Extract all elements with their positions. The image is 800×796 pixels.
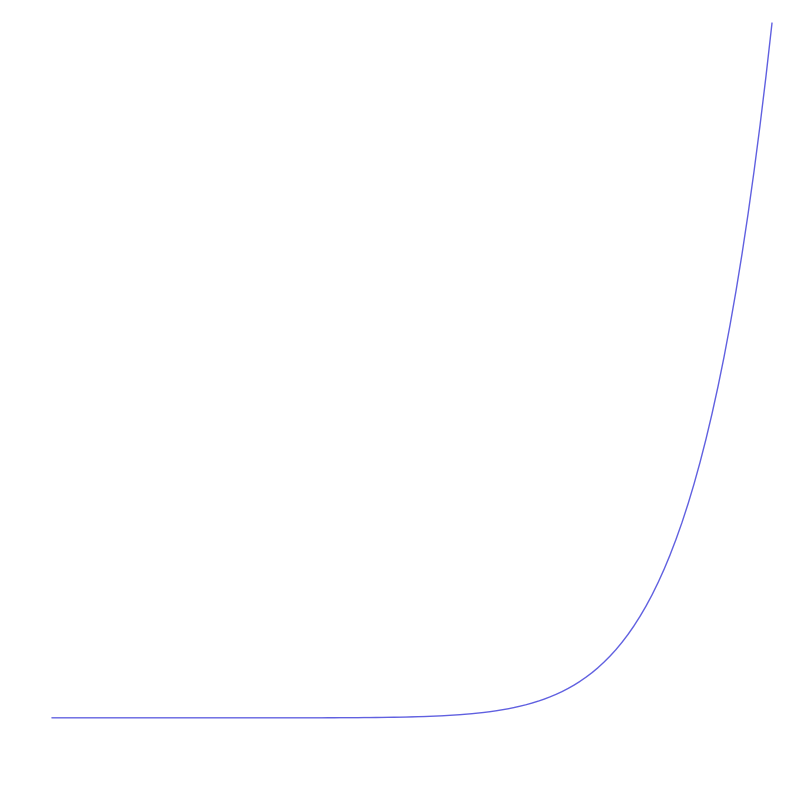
exponential-line-chart [0, 0, 800, 796]
chart-background [0, 0, 800, 796]
